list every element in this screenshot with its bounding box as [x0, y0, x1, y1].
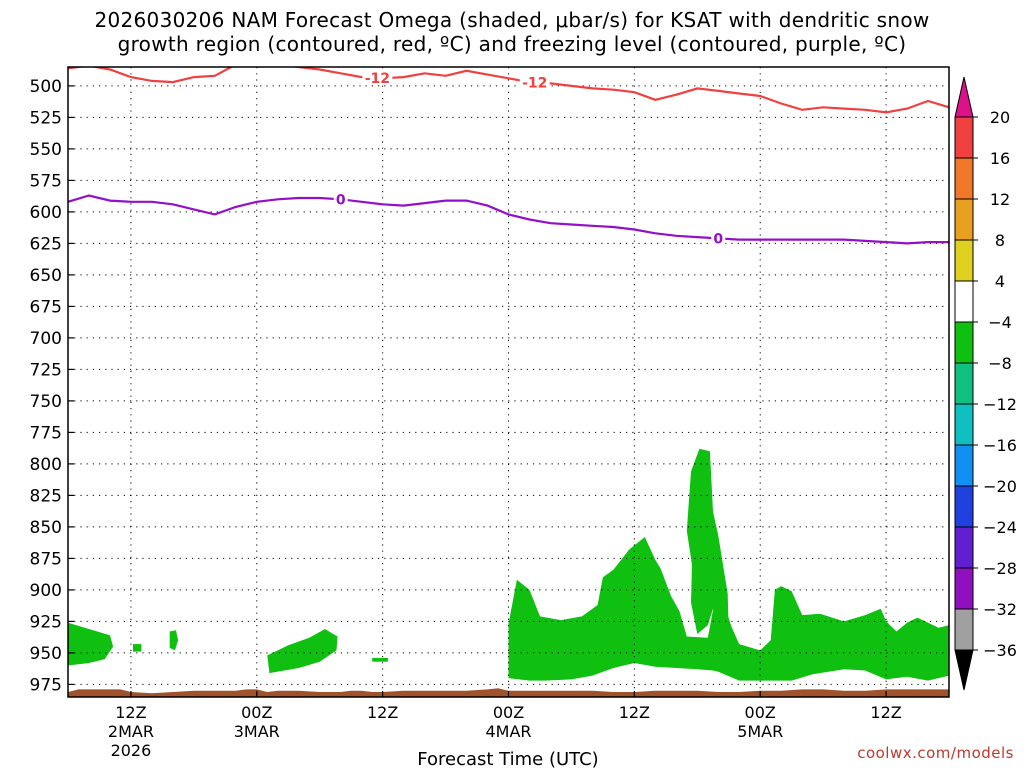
x-tick-label: 12Z: [367, 703, 398, 722]
gridlines: [68, 67, 949, 697]
shaded-region-4: [372, 657, 388, 662]
y-tick-label: 650: [30, 266, 62, 286]
colorbar-bin-8: [954, 403, 974, 446]
x-tick-date: 3MAR: [234, 722, 280, 741]
title-line-1: 2026030206 NAM Forecast Omega (shaded, μ…: [94, 8, 930, 32]
shaded-region-3: [267, 629, 338, 674]
shaded-region-6: [686, 448, 729, 634]
contour-line-1: [68, 194, 949, 245]
colorbar: 20 16 12 8 4 −4 −8 −12 −16 −20 −24 −28 −32 −36: [954, 76, 1017, 691]
plot-frame: [67, 66, 950, 698]
x-tick-date: 4MAR: [485, 722, 531, 741]
colorbar-bin-6: [954, 321, 974, 364]
contour-label: 0: [336, 192, 346, 208]
y-tick-label: 625: [30, 234, 62, 254]
colorbar-bin-2: [954, 157, 974, 200]
y-axis: 500 525 550 575 600 625 650 675 700 725 750 775 800 8…: [30, 77, 74, 695]
contour-label-bg: [711, 231, 726, 246]
x-tick-label: 00Z: [241, 703, 272, 722]
colorbar-bin-13: [954, 608, 974, 651]
colorbar-label: −24: [983, 518, 1017, 537]
colorbar-label: −32: [983, 600, 1017, 619]
y-tick-label: 775: [30, 423, 62, 443]
y-tick-label: 925: [30, 612, 62, 632]
colorbar-bin-4: [954, 239, 974, 282]
colorbar-bin-1: [954, 116, 974, 159]
chart-title: 2026030206 NAM Forecast Omega (shaded, μ…: [0, 8, 1024, 56]
colorbar-bin-11: [954, 526, 974, 569]
colorbar-label: −12: [983, 395, 1017, 414]
y-tick-label: 825: [30, 486, 62, 506]
colorbar-bin-10: [954, 485, 974, 528]
colorbar-label: 16: [990, 149, 1010, 168]
shaded-region-5: [508, 537, 949, 681]
title-line-2: growth region (contoured, red, ºC) and f…: [117, 32, 907, 56]
colorbar-bottom-arrow: [954, 649, 974, 691]
y-tick-label: 875: [30, 549, 62, 569]
colorbar-label: −20: [983, 477, 1017, 496]
y-tick-label: 975: [30, 675, 62, 695]
contour-label-bg: [333, 192, 348, 207]
x-tick-label: 12Z: [115, 703, 146, 722]
contour-lines: [68, 67, 949, 245]
colorbar-label: 4: [995, 272, 1005, 291]
colorbar-label: −28: [983, 559, 1017, 578]
contour-label: 0: [713, 231, 723, 247]
y-tick-label: 700: [30, 329, 62, 349]
colorbar-top-arrow: [954, 76, 974, 118]
x-tick-label: 12Z: [619, 703, 650, 722]
contour-label-bg: [519, 75, 550, 90]
y-tick-label: 900: [30, 581, 62, 601]
colorbar-label: 12: [990, 190, 1010, 209]
y-tick-label: 525: [30, 108, 62, 128]
x-tick-label: 00Z: [745, 703, 776, 722]
y-tick-label: 850: [30, 518, 62, 538]
colorbar-label: −36: [983, 641, 1017, 660]
y-tick-label: 725: [30, 360, 62, 380]
x-axis-label: Forecast Time (UTC): [417, 749, 598, 768]
colorbar-label: −16: [983, 436, 1017, 455]
y-tick-label: 675: [30, 297, 62, 317]
colorbar-bin-9: [954, 444, 974, 487]
contour-line-0: [68, 67, 949, 114]
colorbar-label: −8: [988, 354, 1012, 373]
contour-label: -12: [365, 71, 390, 87]
y-tick-label: 600: [30, 203, 62, 223]
colorbar-bin-12: [954, 567, 974, 610]
y-tick-label: 750: [30, 392, 62, 412]
watermark-text: coolwx.com/models: [857, 744, 1014, 762]
colorbar-bin-7: [954, 362, 974, 405]
x-tick-label: 00Z: [493, 703, 524, 722]
contour-label-bg: [362, 71, 393, 86]
colorbar-bin-3: [954, 198, 974, 241]
x-tick-date: 5MAR: [737, 722, 783, 741]
colorbar-label: 8: [995, 231, 1005, 250]
y-tick-label: 575: [30, 171, 62, 191]
omega-shading: [68, 448, 949, 697]
shaded-region-2: [169, 630, 179, 651]
shaded-region-1: [133, 644, 142, 652]
x-tick-date: 2MAR: [108, 722, 154, 741]
colorbar-label: −4: [988, 313, 1012, 332]
y-tick-label: 500: [30, 77, 62, 97]
y-tick-label: 950: [30, 644, 62, 664]
colorbar-bin-5: [954, 280, 974, 323]
x-tick-label: 12Z: [870, 703, 901, 722]
contour-labels: -12 -12 0 0: [333, 71, 726, 247]
y-tick-label: 550: [30, 140, 62, 160]
y-tick-label: 800: [30, 455, 62, 475]
shaded-region-0: [68, 622, 114, 666]
contour-label: -12: [522, 75, 547, 91]
colorbar-label: 20: [990, 108, 1010, 127]
x-tick-year: 2026: [111, 741, 152, 760]
